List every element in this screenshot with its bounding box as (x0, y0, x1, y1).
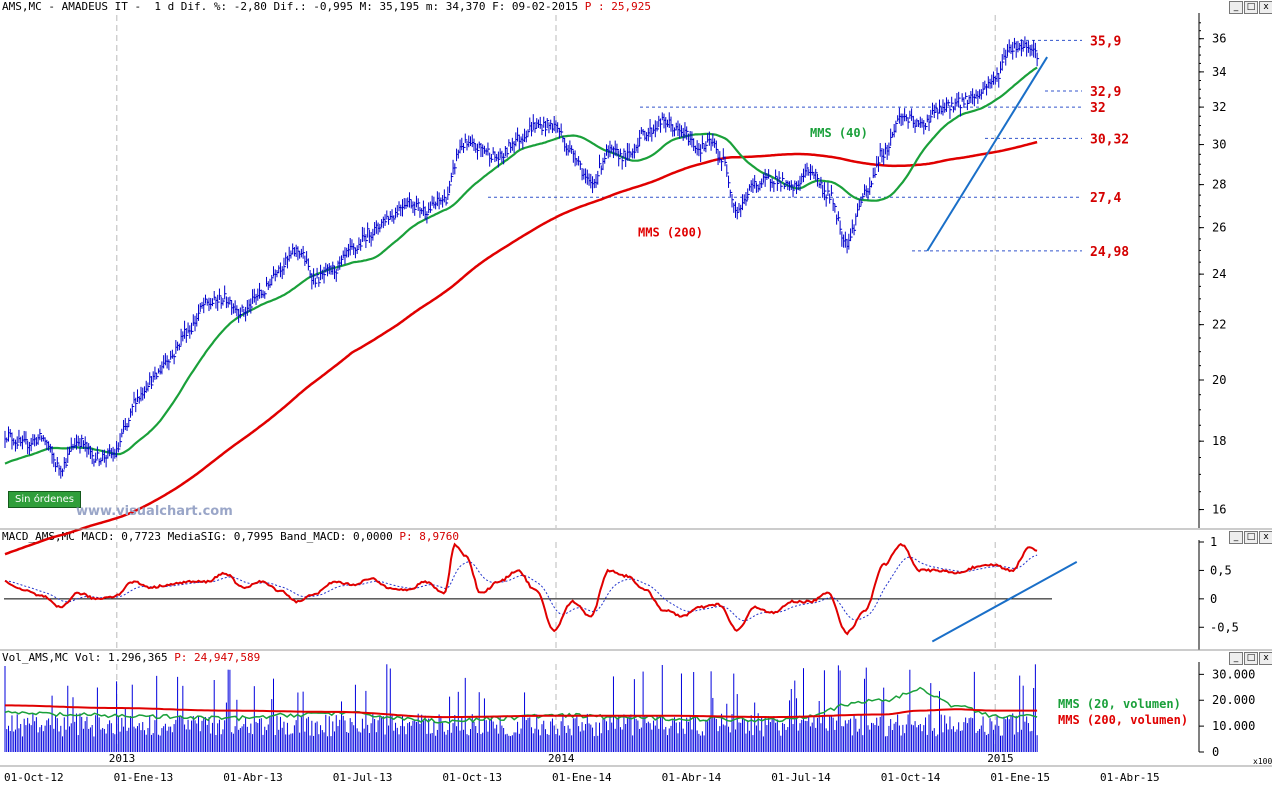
no-orders-badge[interactable]: Sin órdenes (8, 491, 81, 508)
level-label: 35,9 (1090, 34, 1121, 49)
y-tick-label: 0 (1212, 745, 1219, 759)
y-tick-label: 0,5 (1210, 563, 1232, 577)
y-tick-label: 20 (1212, 373, 1226, 387)
y-tick-label: 36 (1212, 32, 1226, 46)
volume-window-controls: _ □ x (1228, 652, 1272, 665)
y-tick-label: 34 (1212, 65, 1226, 79)
mms-40-label: MMS (40) (810, 126, 868, 140)
x-tick-label: 01-Jul-14 (771, 771, 831, 784)
minimize-button[interactable]: _ (1229, 531, 1243, 544)
year-label: 2015 (987, 752, 1014, 765)
minimize-button[interactable]: _ (1229, 652, 1243, 665)
macd-trendline (931, 561, 1078, 643)
macd-line (4, 542, 1038, 636)
y-tick-label: 16 (1212, 503, 1226, 517)
x-tick-label: 01-Jul-13 (333, 771, 393, 784)
volume-mms-200-line (5, 704, 1038, 719)
x-tick-label: 01-Oct-12 (4, 771, 64, 784)
y-tick-label: 30 (1212, 138, 1226, 152)
x-tick-label: 01-Abr-15 (1100, 771, 1160, 784)
y-tick-label: 30.000 (1212, 667, 1255, 681)
year-label: 2014 (548, 752, 575, 765)
x-tick-label: 01-Ene-14 (552, 771, 612, 784)
y-tick-label: -0,5 (1210, 620, 1239, 634)
y-tick-label: 28 (1212, 178, 1226, 192)
x-tick-label: 01-Abr-14 (662, 771, 722, 784)
level-label: 32 (1090, 101, 1106, 116)
x-tick-label: 01-Abr-13 (223, 771, 283, 784)
watermark: www.visualchart.com (76, 504, 233, 519)
x-tick-label: 01-Oct-14 (881, 771, 941, 784)
close-button[interactable]: x (1259, 1, 1272, 14)
volume-mms-20-label: MMS (20, volumen) (1058, 697, 1181, 711)
y-tick-label: 22 (1212, 318, 1226, 332)
y-tick-label: 20.000 (1212, 693, 1255, 707)
x100-scale-label: x100 (1253, 757, 1272, 766)
volume-header-text: Vol_AMS,MC Vol: 1.296,365 (2, 651, 175, 664)
maximize-button[interactable]: □ (1244, 531, 1258, 544)
close-button[interactable]: x (1259, 652, 1272, 665)
price-header-text: AMS,MC - AMADEUS IT - 1 d Dif. %: -2,80 … (2, 0, 585, 13)
y-tick-label: 18 (1212, 434, 1226, 448)
x-tick-label: 01-Ene-15 (990, 771, 1050, 784)
mms-40-line (4, 66, 1038, 465)
macd-window-controls: _ □ x (1228, 531, 1272, 544)
macd-panel-header: MACD_AMS,MC MACD: 0,7723 MediaSIG: 0,799… (2, 530, 459, 543)
x-tick-label: 01-Oct-13 (442, 771, 502, 784)
maximize-button[interactable]: □ (1244, 652, 1258, 665)
volume-header-p: P: 24,947,589 (174, 651, 261, 664)
y-tick-label: 26 (1212, 221, 1226, 235)
y-tick-label: 1 (1210, 535, 1217, 549)
y-tick-label: 32 (1212, 100, 1226, 114)
volume-panel-header: Vol_AMS,MC Vol: 1.296,365 P: 24,947,589 (2, 651, 260, 664)
level-label: 30,32 (1090, 132, 1129, 147)
volume-mms-200-label: MMS (200, volumen) (1058, 713, 1188, 727)
y-tick-label: 0 (1210, 592, 1217, 606)
price-panel-header: AMS,MC - AMADEUS IT - 1 d Dif. %: -2,80 … (2, 0, 651, 13)
price-header-p: P : 25,925 (584, 0, 652, 13)
minimize-button[interactable]: _ (1229, 1, 1243, 14)
level-label: 27,4 (1090, 191, 1121, 206)
mms-200-label: MMS (200) (638, 226, 703, 240)
price-window-controls: _ □ x (1228, 1, 1272, 14)
price-trendline (926, 56, 1048, 252)
macd-header-text: MACD_AMS,MC MACD: 0,7723 MediaSIG: 0,799… (2, 530, 400, 543)
mms-200-line (4, 140, 1038, 556)
macd-signal-line (4, 554, 1038, 622)
year-label: 2013 (109, 752, 136, 765)
y-tick-label: 24 (1212, 267, 1226, 281)
maximize-button[interactable]: □ (1244, 1, 1258, 14)
level-label: 24,98 (1090, 245, 1129, 260)
close-button[interactable]: x (1259, 531, 1272, 544)
level-label: 32,9 (1090, 85, 1121, 100)
y-tick-label: 10.000 (1212, 719, 1255, 733)
macd-header-p: P: 8,9760 (399, 530, 459, 543)
x-tick-label: 01-Ene-13 (114, 771, 174, 784)
